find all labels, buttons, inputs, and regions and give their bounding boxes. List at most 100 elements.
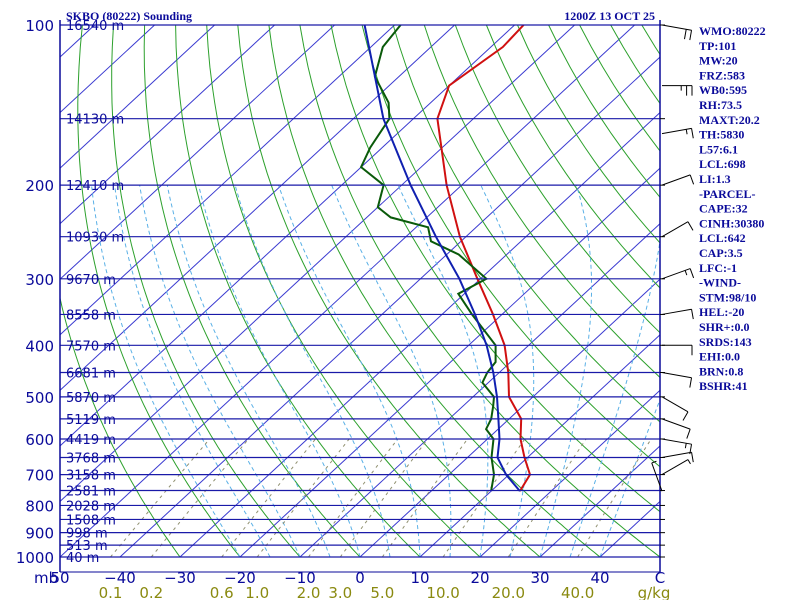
index-value: WMO:80222 xyxy=(699,24,766,38)
temperature-tick-label: 30 xyxy=(530,569,549,587)
mixing-ratio-label: 2.0 xyxy=(297,584,321,600)
wind-barb xyxy=(662,344,693,356)
wind-barb xyxy=(661,221,694,238)
wind-barb xyxy=(661,396,689,421)
temperature-tick-label: 40 xyxy=(590,569,609,587)
index-value: L57:6.1 xyxy=(699,142,738,156)
wind-barb xyxy=(661,24,693,41)
temperature-tick-label: −20 xyxy=(224,569,256,587)
mixing-ratio-label: 20.0 xyxy=(492,584,525,600)
temperature-tick-label: −10 xyxy=(284,569,316,587)
sounding-profiles xyxy=(359,25,532,492)
index-value: MW:20 xyxy=(699,54,738,68)
index-value: -PARCEL- xyxy=(699,187,755,201)
height-label: 6681 m xyxy=(66,367,116,382)
index-value: BRN:0.8 xyxy=(699,364,743,378)
temperature-tick-label: 20 xyxy=(470,569,489,587)
index-value: SRDS:143 xyxy=(699,335,752,349)
pressure-tick-label: 600 xyxy=(25,431,54,449)
temperature-tick-label: 10 xyxy=(410,569,429,587)
wind-barb xyxy=(662,85,693,96)
index-value: LI:1.3 xyxy=(699,172,731,186)
pressure-tick-label: 100 xyxy=(25,17,54,35)
height-label: 7570 m xyxy=(66,339,116,354)
isotherm-line xyxy=(299,223,660,558)
isotherm-line xyxy=(60,25,215,169)
wind-barb xyxy=(661,308,694,320)
mixing-ratio-label: 1.0 xyxy=(245,584,269,600)
mixing-ratio-label: 5.0 xyxy=(370,584,394,600)
pressure-tick-label: 700 xyxy=(25,467,54,485)
index-value: TP:101 xyxy=(699,39,736,53)
height-label: 5870 m xyxy=(66,391,116,406)
mixing-ratio-label: 0.2 xyxy=(139,584,163,600)
height-label: 5119 m xyxy=(66,413,116,428)
wind-barb xyxy=(661,127,694,139)
wind-barb xyxy=(661,268,695,280)
height-label: 8558 m xyxy=(66,308,116,323)
wind-barb xyxy=(661,372,693,388)
index-value: -WIND- xyxy=(699,276,741,290)
height-label: 9670 m xyxy=(66,273,116,288)
chart-title: SKBO (80222) Sounding xyxy=(66,9,192,23)
index-value: SHR+:0.0 xyxy=(699,320,750,334)
mixing-ratio-label: 0.1 xyxy=(99,584,123,600)
isotherm-line xyxy=(60,25,635,558)
temperature-profile xyxy=(436,25,532,492)
index-value: CAP:3.5 xyxy=(699,246,743,260)
pressure-tick-label: 200 xyxy=(25,177,54,195)
temperature-tick-label: 50 xyxy=(50,569,69,587)
isotherm-line xyxy=(359,278,660,558)
index-value: CAPE:32 xyxy=(699,202,748,216)
height-label: 1508 m xyxy=(66,513,116,528)
isotherm-line xyxy=(479,389,660,558)
index-value: LCL:642 xyxy=(699,231,746,245)
index-value: BSHR:41 xyxy=(699,379,748,393)
index-value: FRZ:583 xyxy=(699,68,745,82)
wind-barb xyxy=(661,451,694,463)
wind-barb xyxy=(661,174,695,186)
dewpoint-profile xyxy=(359,25,497,492)
isotherm-line xyxy=(119,56,660,558)
parcel-profile xyxy=(363,25,521,492)
mixing-ratio-label: 10.0 xyxy=(426,584,459,600)
mixing-ratio-line xyxy=(507,438,587,558)
pressure-tick-label: 500 xyxy=(25,389,54,407)
mixing-ratio-label: 3.0 xyxy=(328,584,352,600)
wind-barb xyxy=(651,460,663,492)
plot-frame xyxy=(59,20,665,573)
temperature-tick-label: −40 xyxy=(104,569,136,587)
height-label: 3158 m xyxy=(66,469,116,484)
isotherm-line xyxy=(60,25,515,447)
pressure-tick-label: 1000 xyxy=(16,549,54,567)
height-label: 3768 m xyxy=(66,451,116,466)
isotherm-line xyxy=(60,25,575,503)
mixing-ratio-line xyxy=(442,438,526,558)
index-value: TH:5830 xyxy=(699,128,744,142)
height-label: 4419 m xyxy=(66,433,116,448)
height-label: 40 m xyxy=(66,551,99,566)
height-label: 12410 m xyxy=(66,179,124,194)
height-label: 998 m xyxy=(66,527,108,542)
mixing-ratio-label: 40.0 xyxy=(561,584,594,600)
pressure-tick-label: 300 xyxy=(25,271,54,289)
isotherm-line xyxy=(60,25,335,280)
isotherm-line xyxy=(179,111,660,558)
index-value: MAXT:20.2 xyxy=(699,113,760,127)
isotherm-line xyxy=(60,25,455,392)
index-value: EHI:0.0 xyxy=(699,350,740,364)
height-label: 513 m xyxy=(66,539,108,554)
height-label: 16540 m xyxy=(66,19,124,34)
index-value: LCL:698 xyxy=(699,157,746,171)
temperature-tick-label: 0 xyxy=(355,569,365,587)
index-value: WB0:595 xyxy=(699,83,747,97)
stability-indices: WMO:80222TP:101MW:20FRZ:583WB0:595RH:73.… xyxy=(699,24,766,393)
pressure-tick-label: 400 xyxy=(25,337,54,355)
isotherm-line xyxy=(419,334,660,558)
isotherm-line xyxy=(60,25,395,336)
height-label: 14130 m xyxy=(66,113,124,128)
isotherm-line xyxy=(539,445,660,558)
